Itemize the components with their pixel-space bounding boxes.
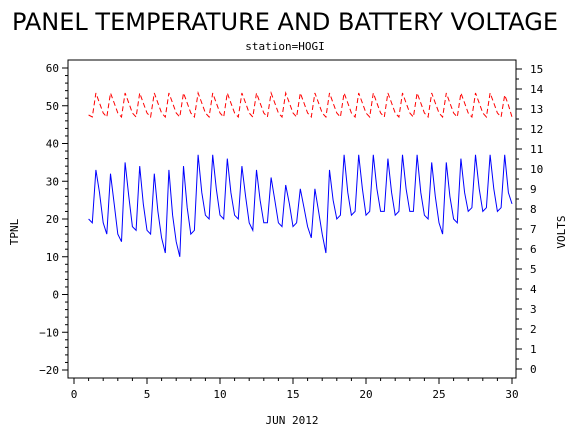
y-left-tick-label: 30 — [46, 175, 59, 188]
y-right-tick-label: 14 — [530, 83, 544, 96]
x-tick-label: 25 — [432, 388, 445, 401]
x-tick-label: 0 — [71, 388, 78, 401]
y-left-tick-label: 0 — [52, 289, 59, 302]
x-tick-label: 10 — [213, 388, 226, 401]
y-left-tick-label: 20 — [46, 213, 59, 226]
series-layer — [88, 91, 513, 257]
y-right-tick-label: 6 — [530, 243, 537, 256]
y-right-tick-label: 8 — [530, 203, 537, 216]
x-axis: 0 5 10 15 20 25 30 — [71, 378, 519, 401]
x-axis-label: JUN 2012 — [266, 414, 319, 427]
y-axis-right-label: VOLTS — [555, 215, 568, 248]
y-left-tick-label: 40 — [46, 138, 59, 151]
y-right-tick-label: 0 — [530, 363, 537, 376]
y-right-tick-label: 2 — [530, 323, 537, 336]
y-right-tick-label: 7 — [530, 223, 537, 236]
y-right-tick-label: 1 — [530, 343, 537, 356]
panel-temperature-series — [88, 154, 513, 257]
chart-title: PANEL TEMPERATURE AND BATTERY VOLTAGE — [12, 8, 558, 36]
y-right-tick-label: 4 — [530, 283, 537, 296]
y-axis-left-label: TPNL — [8, 218, 21, 245]
x-tick-label: 15 — [286, 388, 299, 401]
x-tick-label: 20 — [359, 388, 372, 401]
y-right-tick-label: 15 — [530, 63, 543, 76]
y-axis-left: −20 −10 0 10 20 30 40 50 60 — [39, 62, 68, 377]
y-right-tick-label: 3 — [530, 303, 537, 316]
battery-voltage-series — [88, 91, 513, 119]
x-tick-label: 30 — [505, 388, 518, 401]
y-right-tick-label: 9 — [530, 183, 537, 196]
y-left-tick-label: 60 — [46, 62, 59, 75]
y-left-tick-label: −10 — [39, 326, 59, 339]
y-left-tick-label: −20 — [39, 364, 59, 377]
x-tick-label: 5 — [144, 388, 151, 401]
y-right-tick-label: 13 — [530, 103, 543, 116]
y-right-tick-label: 12 — [530, 123, 543, 136]
y-right-tick-label: 10 — [530, 163, 543, 176]
y-right-tick-label: 11 — [530, 143, 543, 156]
y-left-tick-label: 50 — [46, 100, 59, 113]
chart-subtitle: station=HOGI — [245, 40, 324, 53]
y-left-tick-label: 10 — [46, 251, 59, 264]
y-right-tick-label: 5 — [530, 263, 537, 276]
